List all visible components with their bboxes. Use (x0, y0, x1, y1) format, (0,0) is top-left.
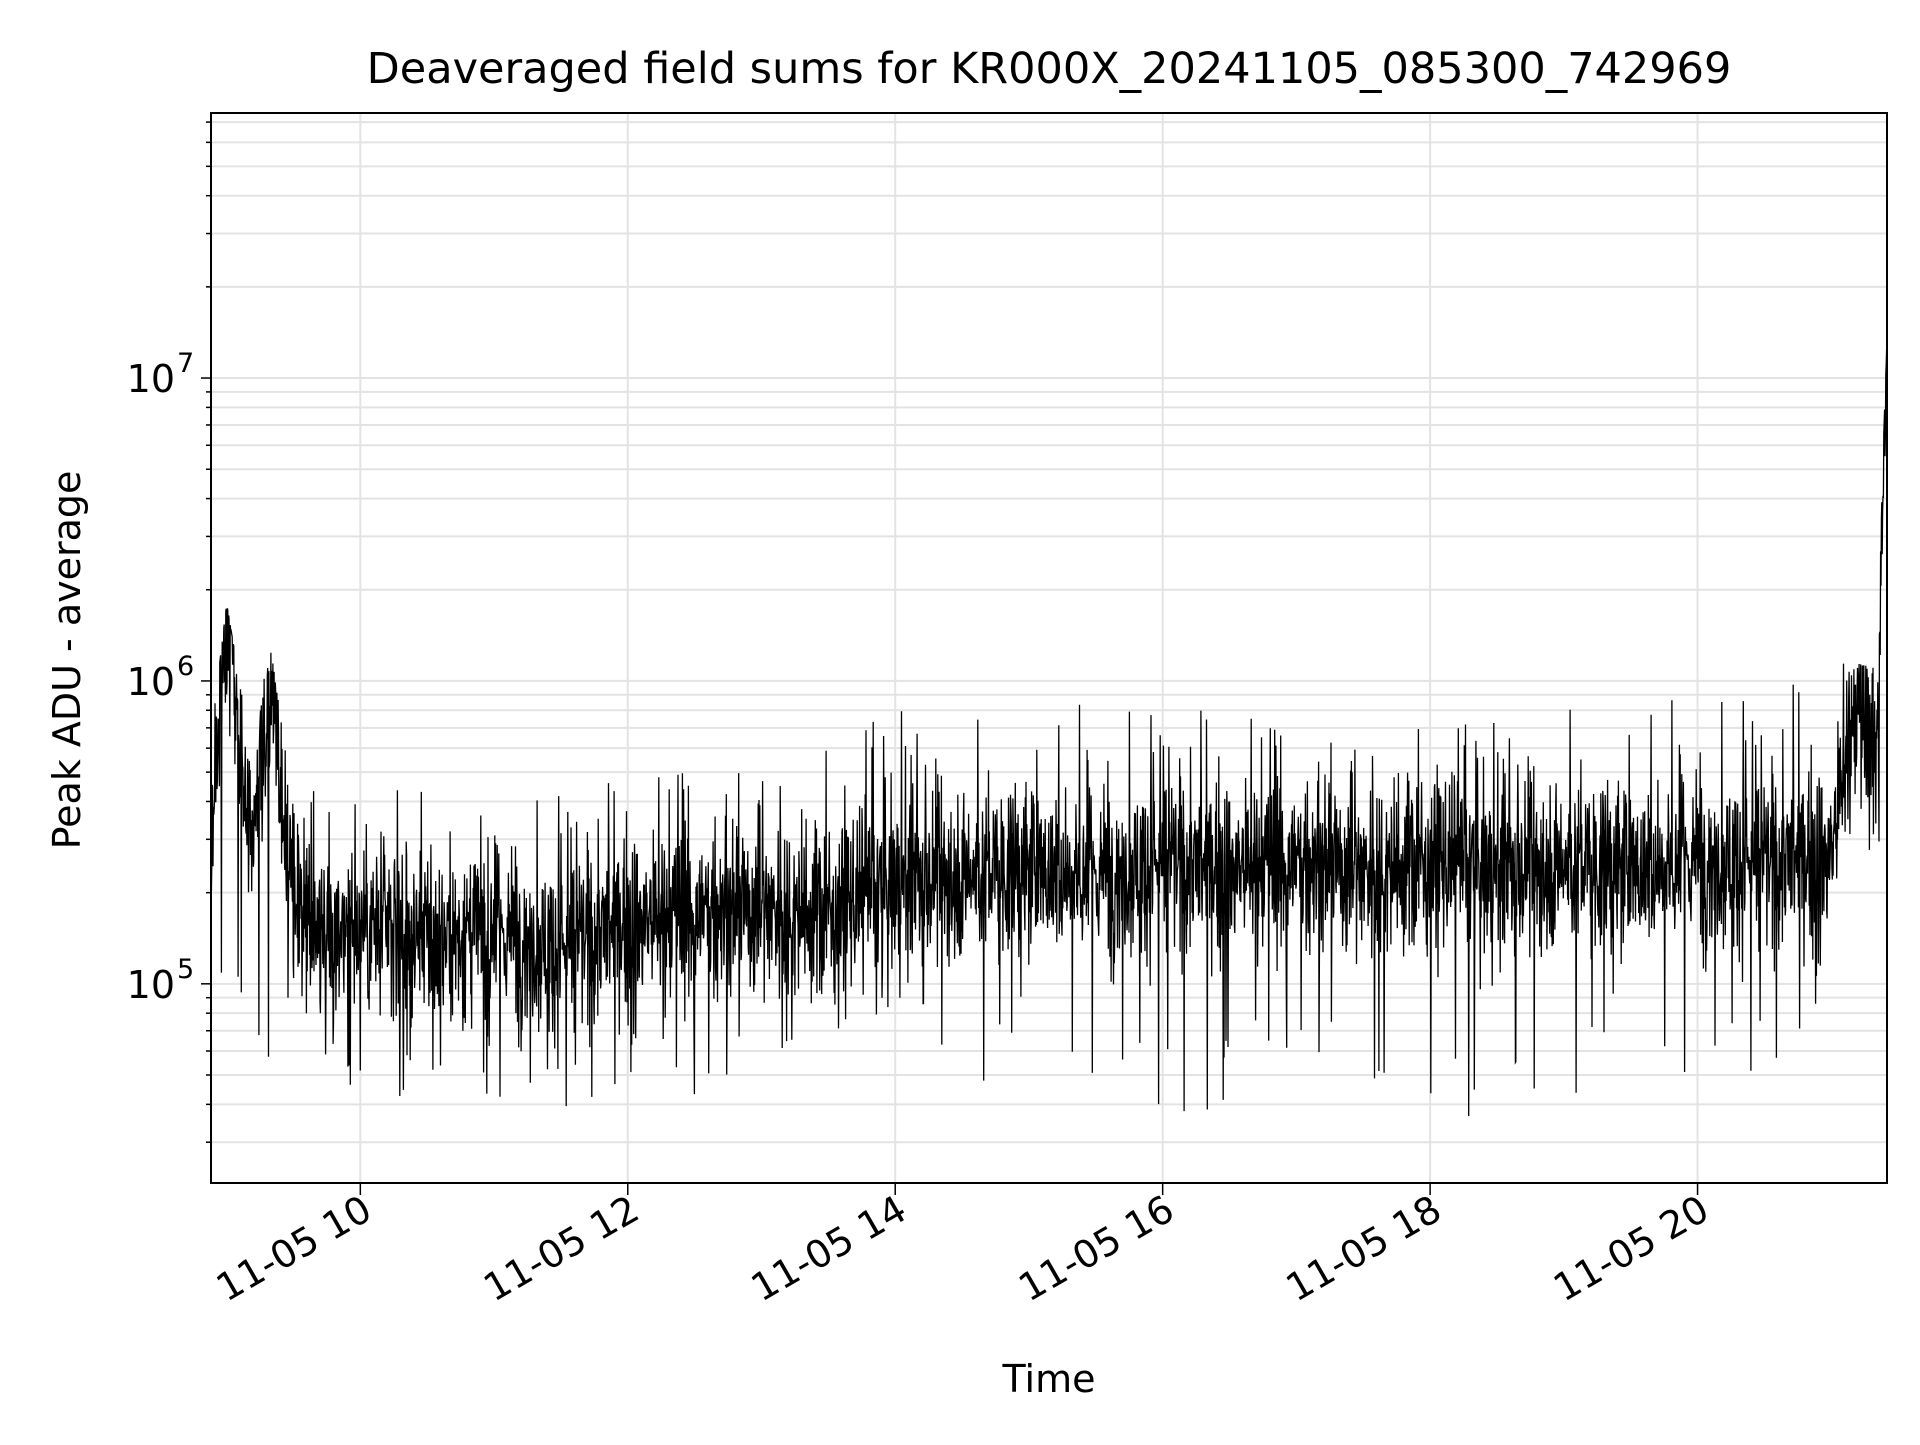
y-axis-label: Peak ADU - average (45, 471, 89, 850)
y-tick-label: 10 (127, 660, 175, 704)
x-axis-label: Time (1002, 1357, 1096, 1401)
y-tick-label: 10 (127, 963, 175, 1007)
y-tick-exponent: 7 (177, 348, 194, 379)
y-tick-exponent: 6 (177, 651, 194, 682)
plot-frame (210, 112, 1888, 1184)
series-line (211, 338, 1887, 1117)
series-layer (211, 338, 1887, 1117)
y-tick-label: 10 (127, 357, 175, 401)
chart-title: Deaveraged field sums for KR000X_2024110… (367, 44, 1732, 94)
y-tick-exponent: 5 (177, 954, 194, 985)
